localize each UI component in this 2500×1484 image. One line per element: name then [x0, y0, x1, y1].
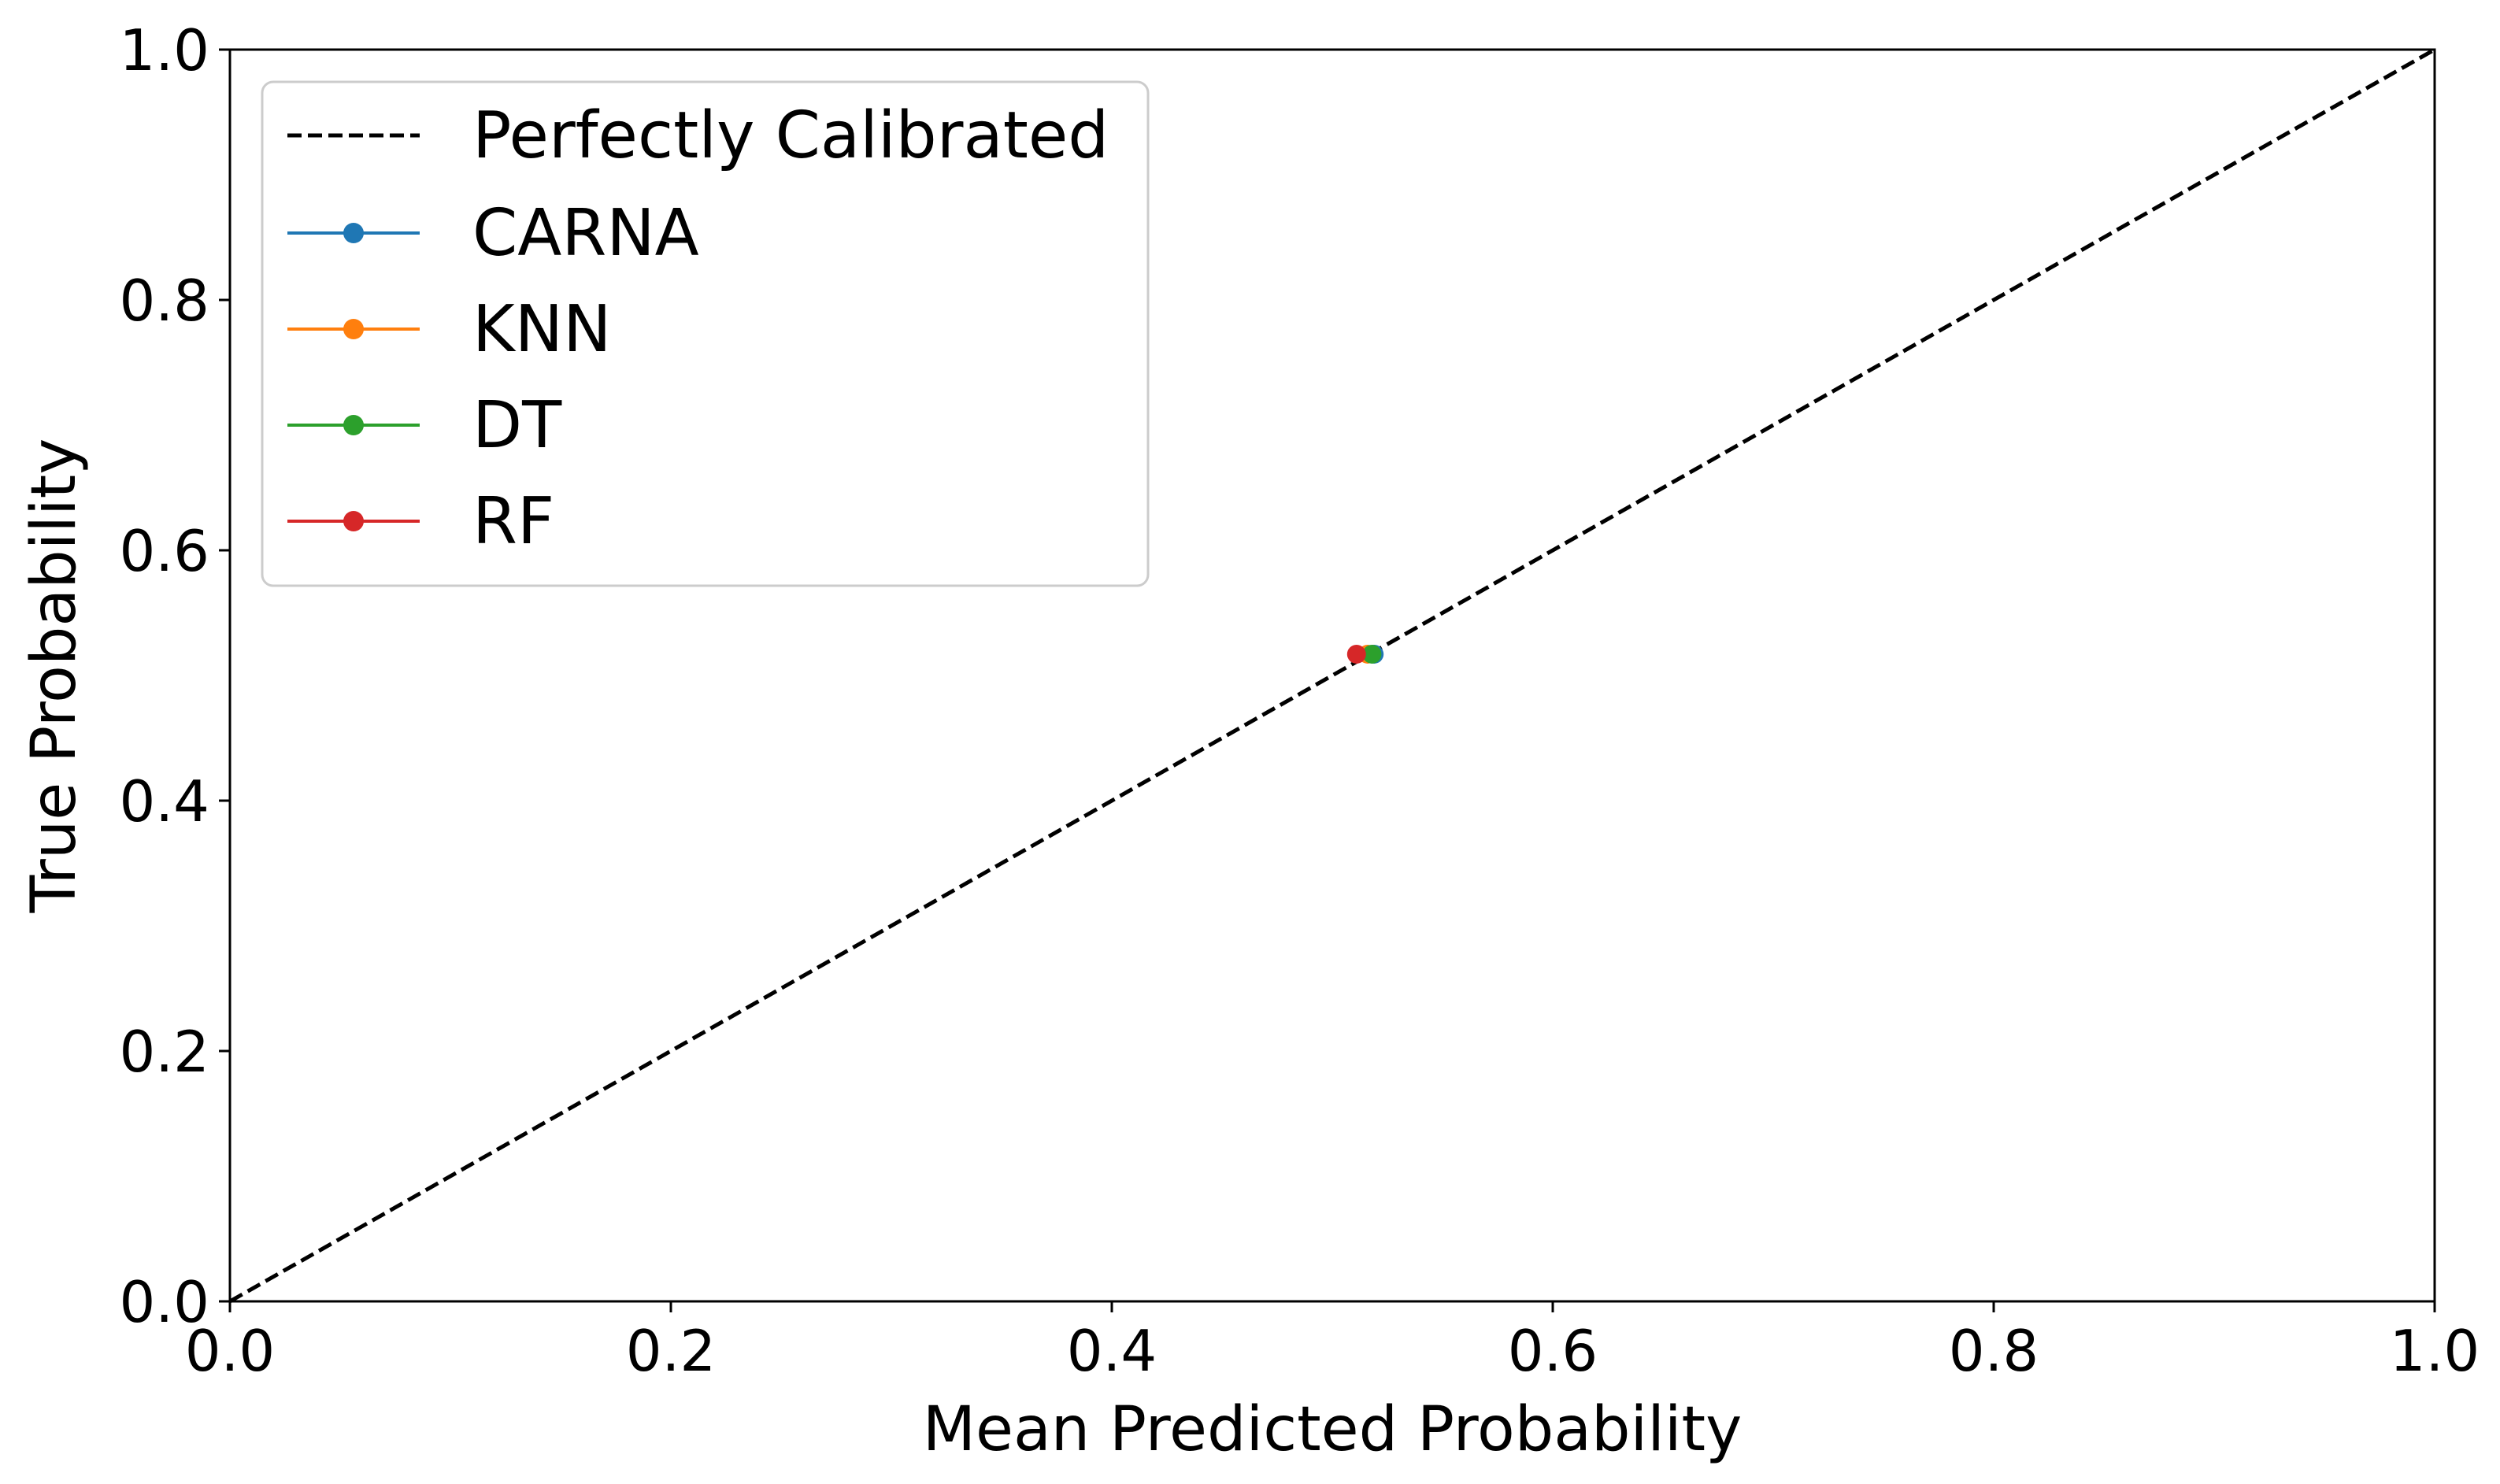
y-tick-label: 0.8 — [119, 268, 209, 334]
legend-label-rf: RF — [472, 484, 554, 559]
series-layer — [1346, 644, 1384, 664]
y-tick-label: 0.4 — [119, 768, 209, 835]
legend-marker-carna — [343, 223, 364, 243]
y-axis-ticks: 0.0 0.2 0.4 0.6 0.8 1.0 — [119, 17, 230, 1335]
data-point-rf — [1346, 644, 1366, 664]
x-tick-label: 0.2 — [626, 1318, 717, 1384]
x-tick-label: 0.6 — [1508, 1318, 1598, 1384]
x-axis-label: Mean Predicted Probability — [923, 1394, 1743, 1465]
legend-label-dt: DT — [472, 388, 562, 463]
legend-label-knn: KNN — [472, 292, 611, 367]
legend-marker-knn — [343, 319, 364, 339]
reference-line-layer — [228, 47, 2436, 1304]
x-tick-label: 1.0 — [2390, 1318, 2480, 1384]
x-tick-label: 0.8 — [1949, 1318, 2039, 1384]
legend-marker-rf — [343, 511, 364, 531]
x-axis-ticks: 0.0 0.2 0.4 0.6 0.8 1.0 — [185, 1301, 2480, 1384]
x-tick-label: 0.0 — [185, 1318, 276, 1384]
y-tick-label: 0.6 — [119, 518, 209, 584]
legend-series-entries: CARNA KNN DT RF — [287, 196, 699, 559]
legend-label-reference: Perfectly Calibrated — [472, 98, 1109, 173]
legend-box — [261, 80, 1150, 587]
y-tick-label: 0.2 — [119, 1019, 209, 1085]
reference-line — [228, 47, 2436, 1304]
x-tick-label: 0.4 — [1067, 1318, 1157, 1384]
plot-frame — [228, 48, 2436, 1303]
legend-label-carna: CARNA — [472, 196, 699, 271]
y-axis-label: True Probability — [19, 439, 90, 914]
y-tick-label: 1.0 — [119, 17, 209, 83]
y-tick-label: 0.0 — [119, 1269, 209, 1335]
data-point-dt — [1362, 644, 1382, 664]
legend-marker-dt — [343, 415, 364, 435]
legend: Perfectly Calibrated CARNA KNN DT RF — [261, 80, 1150, 587]
